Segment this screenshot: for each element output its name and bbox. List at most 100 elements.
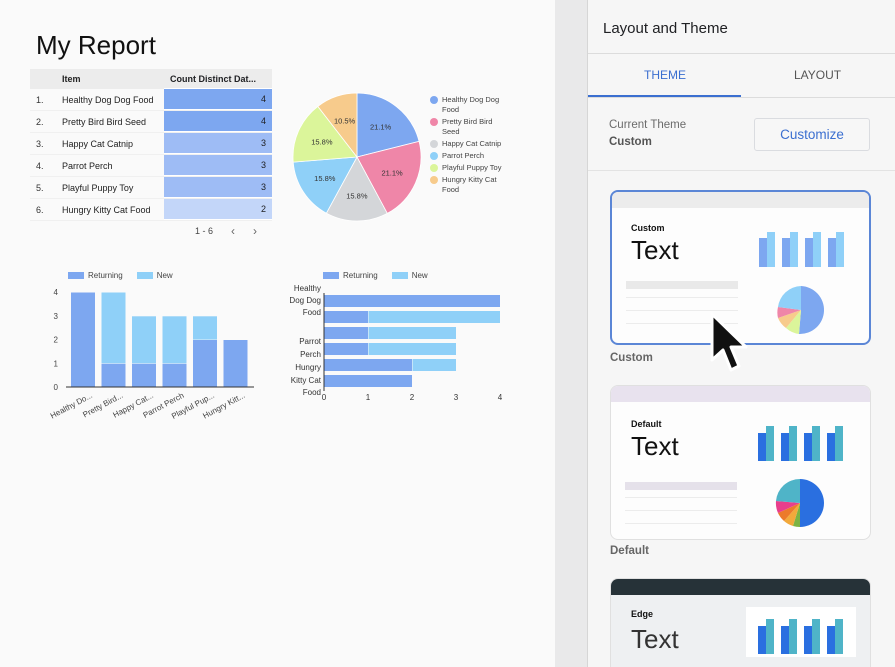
bar-segment[interactable] — [368, 343, 457, 355]
x-tick-label: 2 — [410, 393, 415, 402]
y-tick-label: 0 — [54, 383, 59, 392]
data-table[interactable]: Item Count Distinct Dat... 1. Healthy Dog… — [30, 69, 272, 221]
pie-slice[interactable] — [325, 156, 388, 222]
legend-item-returning: Returning — [68, 271, 123, 280]
item-cell: Hungry Kitty Cat Food — [62, 204, 151, 215]
legend-item: Happy Cat Catnip — [430, 139, 502, 149]
mouse-cursor-icon — [710, 312, 748, 372]
y-tick-label: 2 — [54, 336, 59, 345]
bar-segment[interactable] — [101, 292, 126, 364]
sample-line — [625, 497, 737, 498]
table-row[interactable]: 1. Healthy Dog Dog Food 4 — [30, 89, 272, 111]
y-tick-label: Kitty Cat — [291, 376, 322, 385]
sample-line — [626, 310, 738, 311]
pie-slice[interactable] — [356, 92, 420, 158]
bar-segment[interactable] — [368, 311, 501, 323]
bar-segment[interactable] — [324, 327, 369, 339]
panel-title: Layout and Theme — [603, 20, 728, 37]
legend-label: Playful Puppy Toy — [442, 163, 502, 172]
theme-pie-preview-icon — [777, 286, 825, 335]
divider — [588, 53, 895, 54]
y-tick-label: Healthy — [294, 284, 321, 293]
table-row[interactable]: 5. Playful Puppy Toy 3 — [30, 177, 272, 199]
y-tick-label: Food — [303, 388, 321, 397]
bar-segment[interactable] — [193, 340, 217, 387]
sample-line — [625, 510, 737, 511]
y-tick-label: Food — [303, 308, 321, 317]
pie-slice[interactable] — [317, 92, 358, 159]
legend-item: Pretty Bird Bird Seed — [430, 117, 502, 137]
table-row[interactable]: 3. Happy Cat Catnip 3 — [30, 133, 272, 155]
theme-card-edge[interactable]: Edge Text — [610, 578, 871, 667]
count-cell: 2 — [164, 199, 272, 220]
legend-item: Playful Puppy Toy — [430, 163, 502, 173]
theme-card-subtitle: Default — [631, 419, 662, 429]
theme-pie-preview-icon — [775, 478, 824, 528]
theme-bar-preview-icon — [759, 232, 844, 267]
card-header-bar — [611, 579, 870, 595]
pie-slice[interactable] — [292, 105, 358, 163]
theme-card-default[interactable]: Default Text — [610, 385, 871, 540]
sample-line — [625, 482, 737, 490]
column-header-count[interactable]: Count Distinct Dat... — [164, 69, 272, 89]
column-chart-legend: Returning New — [68, 271, 173, 280]
tab-theme[interactable]: THEME — [644, 68, 686, 82]
bar-segment[interactable] — [223, 340, 248, 387]
item-cell: Parrot Perch — [62, 160, 113, 171]
bar-segment[interactable] — [132, 316, 156, 364]
row-number: 6. — [36, 204, 44, 215]
pie-chart[interactable]: 21.1% 21.1% 15.8% 15.8% 15.8% 10.5% — [292, 92, 422, 227]
legend-dot-icon — [430, 176, 438, 184]
bar-segment[interactable] — [162, 316, 187, 364]
count-cell: 4 — [164, 89, 272, 110]
pie-slice-label: 21.1% — [370, 123, 392, 132]
bar-segment[interactable] — [132, 363, 156, 388]
table-row[interactable]: 4. Parrot Perch 3 — [30, 155, 272, 177]
bar-segment[interactable] — [324, 295, 501, 307]
legend-item-returning: Returning — [323, 271, 378, 280]
report-canvas: My Report Item Count Distinct Dat... 1. H… — [30, 30, 520, 432]
bar-segment[interactable] — [368, 327, 457, 339]
pie-slice[interactable] — [292, 156, 358, 214]
divider — [588, 97, 895, 98]
bar-segment[interactable] — [162, 363, 187, 388]
row-number: 4. — [36, 160, 44, 171]
bar-segment[interactable] — [193, 316, 217, 340]
item-cell: Healthy Dog Dog Food — [62, 94, 154, 105]
bar-segment[interactable] — [324, 375, 413, 387]
count-cell: 3 — [164, 155, 272, 176]
item-cell: Playful Puppy Toy — [62, 182, 134, 193]
x-tick-label: 3 — [454, 393, 459, 402]
item-cell: Happy Cat Catnip — [62, 138, 134, 149]
legend-dot-icon — [430, 96, 438, 104]
table-row[interactable]: 6. Hungry Kitty Cat Food 2 — [30, 199, 272, 221]
count-cell: 3 — [164, 133, 272, 154]
legend-label: Pretty Bird Bird Seed — [442, 117, 493, 136]
pie-slice-label: 15.8% — [346, 191, 368, 200]
bar-chart[interactable]: Healthy Dog Dog Food Parrot Perch Hungry Kitty… — [280, 282, 520, 407]
legend-dot-icon — [430, 164, 438, 172]
bar-segment[interactable] — [324, 343, 369, 355]
column-header-item[interactable]: Item — [62, 74, 81, 84]
bar-segment[interactable] — [324, 311, 369, 323]
bar-segment[interactable] — [101, 363, 126, 388]
bar-segment[interactable] — [71, 292, 95, 388]
bar-segment[interactable] — [324, 359, 413, 371]
tab-layout[interactable]: LAYOUT — [794, 68, 842, 82]
theme-bar-preview-icon — [758, 426, 843, 461]
y-tick-label: 3 — [54, 312, 59, 321]
table-row[interactable]: 2. Pretty Bird Bird Seed 4 — [30, 111, 272, 133]
pagination-range: 1 - 6 — [195, 226, 214, 236]
pie-slice[interactable] — [356, 140, 422, 214]
bar-segment[interactable] — [412, 359, 457, 371]
legend-item-new: New — [391, 271, 428, 280]
y-tick-label: Parrot — [299, 337, 322, 346]
customize-button[interactable]: Customize — [754, 118, 870, 151]
current-theme-label: Current Theme — [609, 119, 687, 131]
chevron-left-icon[interactable]: ‹ — [231, 224, 236, 238]
y-tick-label: Hungry — [295, 363, 321, 372]
theme-card-sample-text: Text — [631, 624, 679, 654]
chevron-right-icon[interactable]: › — [253, 224, 258, 238]
pie-slice-label: 10.5% — [334, 117, 356, 126]
